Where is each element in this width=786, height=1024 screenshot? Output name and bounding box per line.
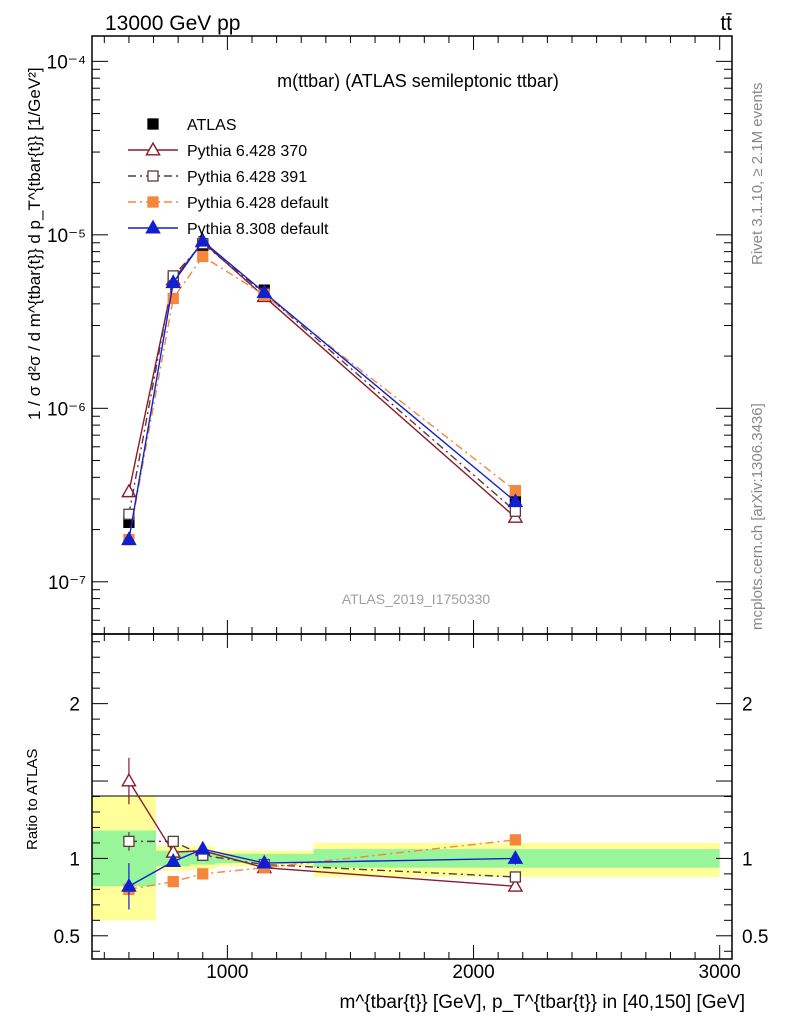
data-point [507,493,524,508]
data-point [256,284,273,299]
legend-entry: ATLAS [147,117,237,134]
ratio-ytick-label-right: 0.5 [742,927,768,948]
x-axis-label: m^{tbar{t}} [GeV], p_T^{tbar{t}} in [40,… [340,992,746,1013]
collision-label: 13000 GeV pp [105,12,240,35]
series-line [128,240,516,540]
data-point [121,531,137,546]
data-point [197,250,209,263]
mcplots-label: mcplots.cern.ch [arXiv:1306.3436] [749,403,766,630]
ratio-point [197,868,209,880]
ratio-point [507,850,524,864]
series-line [128,242,516,515]
series-2 [123,237,522,520]
legend-label: ATLAS [187,117,237,134]
analysis-watermark: ATLAS_2019_I1750330 [342,591,491,607]
legend-label: Pythia 6.428 391 [187,169,307,186]
data-point [194,232,211,247]
series-1 [121,233,524,523]
legend-entry: Pythia 6.428 default [128,195,329,212]
ratio-ytick-label-right: 2 [742,695,753,716]
main-ytick-label: 10⁻⁷ [48,573,86,594]
legend-label: Pythia 6.428 default [187,195,329,212]
ratio-ytick-label: 0.5 [54,927,80,948]
ratio-point [507,877,524,892]
series-0 [123,239,522,529]
ratio-point [123,835,135,848]
ratio-point [167,835,179,848]
legend-marker [147,118,159,130]
legend: ATLAS Pythia 6.428 370 Pythia 6.428 391 Pyt… [128,117,329,238]
data-point [165,274,182,289]
series-4 [121,232,524,546]
ratio-point [167,875,179,888]
series-3 [123,250,522,546]
legend-marker [147,170,159,182]
main-title: m(ttbar) (ATLAS semileptonic ttbar) [277,71,559,91]
ratio-point [194,840,211,855]
legend-marker [145,219,161,234]
legend-entry: Pythia 6.428 391 [128,169,307,186]
rivet-label: Rivet 3.1.10, ≥ 2.1M events [749,83,766,266]
legend-label: Pythia 8.308 default [187,221,329,238]
ratio-point [509,871,522,883]
ratio-ytick-label: 2 [69,695,80,716]
legend-label: Pythia 6.428 370 [187,143,307,160]
ratio-point [121,772,137,787]
legend-marker [145,141,161,156]
ratio-point [256,854,273,869]
ratio-series-3 [121,840,524,910]
main-ylabel: 1 / σ d²σ / d m^{tbar{t}} d p_T^{tbar{t}… [25,67,44,420]
main-panel: 10⁻⁷ 10⁻⁶ 10⁻⁵ 10⁻⁴ m(ttbar) (ATLAS semilep… [25,35,733,635]
legend-entry: Pythia 6.428 370 [128,141,307,160]
main-ytick-label: 10⁻⁴ [47,52,86,73]
main-ytick-label: 10⁻⁵ [47,226,86,247]
ratio-ytick-label-right: 1 [742,849,753,870]
xtick-label: 2000 [452,962,494,983]
main-ytick-label: 10⁻⁶ [47,399,86,420]
ratio-point [509,834,522,846]
series-line [128,255,516,540]
xtick-label: 3000 [699,962,741,983]
ratio-ytick-label: 1 [69,849,80,870]
legend-entry: Pythia 8.308 default [128,219,329,238]
ratio-point [165,853,182,867]
ratio-point [121,877,137,892]
ratio-ylabel: Ratio to ATLAS [24,749,41,850]
data-point [509,505,522,517]
process-label: tt̄ [720,12,732,35]
legend-marker [147,196,159,208]
series-line [128,240,516,518]
xtick-label: 1000 [206,962,248,983]
data-point [167,292,179,305]
